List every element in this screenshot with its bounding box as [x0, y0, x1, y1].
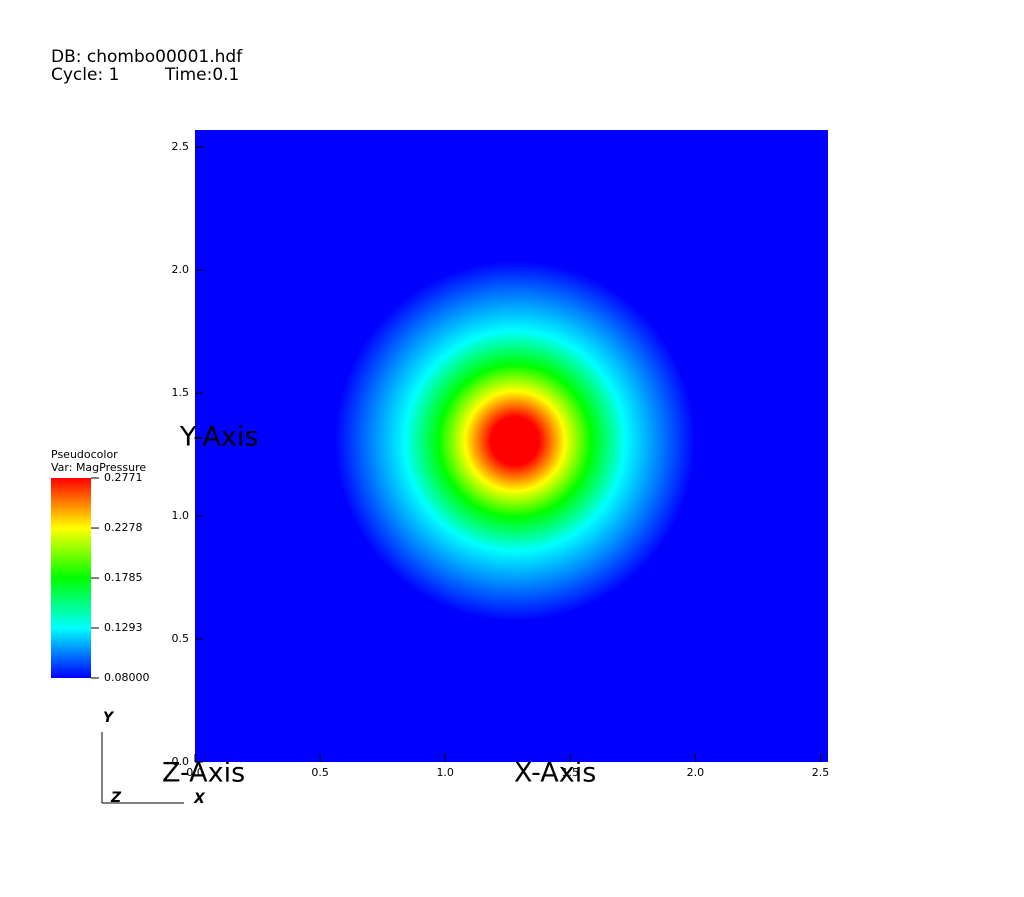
- colorbar: [51, 478, 91, 678]
- colorbar-tick-label: 0.2278: [104, 521, 143, 534]
- triad: [101, 732, 184, 804]
- x-tick-label: 0.5: [311, 766, 329, 779]
- triad-z: Z: [110, 790, 122, 806]
- time-label: Time:0.1: [164, 65, 239, 85]
- x-tick-label: 2.5: [812, 766, 830, 779]
- triad-y: Y: [103, 710, 115, 726]
- y-tick-label: 1.5: [172, 386, 190, 399]
- db-label: DB: chombo00001.hdf: [51, 47, 243, 67]
- x-tick-label: 2.0: [687, 766, 705, 779]
- pressure-field: [315, 241, 715, 641]
- y-tick-label: 2.5: [172, 140, 190, 153]
- triad-x: X: [193, 791, 206, 807]
- y-tick-label: 1.0: [172, 509, 190, 522]
- x-tick-label: 1.0: [436, 766, 454, 779]
- y-tick-label: 0.5: [172, 632, 190, 645]
- plot-name: Pseudocolor: [51, 448, 118, 461]
- y-axis-title: Y-Axis: [179, 422, 258, 453]
- colorbar-tick-label: 0.1293: [104, 621, 143, 634]
- colorbar-tick-label: 0.08000: [104, 671, 150, 684]
- cycle-label: Cycle: 1: [51, 65, 119, 85]
- x-axis-title: X-Axis: [514, 758, 596, 789]
- y-tick-label: 2.0: [172, 263, 190, 276]
- colorbar-tick-label: 0.2771: [104, 471, 143, 484]
- colorbar-tick-label: 0.1785: [104, 571, 143, 584]
- z-axis-title: Z-Axis: [162, 758, 245, 789]
- x-tick-label: 0.0: [186, 766, 204, 779]
- y-tick-label: 0.0: [172, 755, 190, 768]
- x-tick-label: 1.5: [562, 766, 580, 779]
- variable-name: Var: MagPressure: [51, 461, 146, 474]
